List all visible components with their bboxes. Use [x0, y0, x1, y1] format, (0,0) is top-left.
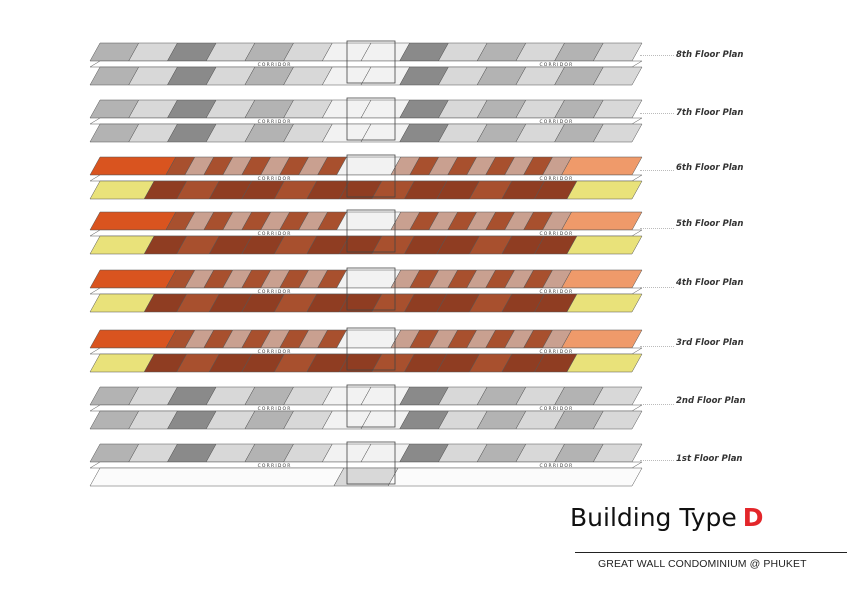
building-type-text: Building Type [570, 503, 737, 532]
stair-core-outline [346, 441, 396, 485]
corridor-label: CORRIDOR [539, 406, 573, 412]
corridor-label: CORRIDOR [539, 231, 573, 237]
unit-block [89, 269, 177, 289]
project-subtitle: GREAT WALL CONDOMINIUM @ PHUKET [598, 558, 807, 570]
floor-plan-2: CORRIDOR CORRIDOR [89, 384, 643, 430]
stair-core-outline [346, 154, 396, 198]
corridor-label: CORRIDOR [258, 119, 292, 125]
building-type-letter: D [742, 503, 764, 532]
floor-label-1st: 1st Floor Plan [676, 454, 743, 464]
unit-block [566, 293, 643, 313]
leader-line [640, 404, 674, 405]
floor-label-7th: 7th Floor Plan [676, 108, 744, 118]
unit-block [333, 467, 399, 487]
leader-line [640, 287, 674, 288]
corridor-label: CORRIDOR [539, 463, 573, 469]
unit-block [89, 293, 155, 313]
stair-core-outline [346, 327, 396, 371]
corridor-label: CORRIDOR [258, 349, 292, 355]
unit-block [89, 156, 177, 176]
unit-block [566, 235, 643, 255]
corridor-label: CORRIDOR [258, 231, 292, 237]
unit-block [89, 329, 177, 349]
unit-block [566, 180, 643, 200]
unit-block [336, 269, 402, 289]
floor-plan-5: CORRIDOR CORRIDOR [89, 209, 643, 255]
floor-plan-6: CORRIDOR CORRIDOR [89, 154, 643, 200]
leader-line [640, 55, 674, 56]
floor-plan-4: CORRIDOR CORRIDOR [89, 267, 643, 313]
corridor-label: CORRIDOR [539, 119, 573, 125]
corridor-label: CORRIDOR [258, 289, 292, 295]
corridor-label: CORRIDOR [258, 62, 292, 68]
corridor-label: CORRIDOR [539, 349, 573, 355]
unit-block [336, 211, 402, 231]
unit-block [387, 467, 643, 487]
unit-block [89, 211, 177, 231]
leader-line [640, 113, 674, 114]
stair-core-outline [346, 384, 396, 428]
corridor-label: CORRIDOR [539, 176, 573, 182]
building-type-title: Building Type D [570, 503, 764, 532]
unit-block [592, 66, 643, 86]
unit-block [336, 156, 402, 176]
corridor-label: CORRIDOR [258, 176, 292, 182]
floor-label-6th: 6th Floor Plan [676, 163, 744, 173]
unit-block [561, 329, 643, 349]
unit-block [592, 410, 643, 430]
unit-block [89, 353, 155, 373]
corridor-label: CORRIDOR [258, 406, 292, 412]
floor-label-3rd: 3rd Floor Plan [676, 338, 744, 348]
floor-label-8th: 8th Floor Plan [676, 50, 744, 60]
floor-plan-3: CORRIDOR CORRIDOR [89, 327, 643, 373]
unit-block [561, 156, 643, 176]
leader-line [640, 228, 674, 229]
floor-label-2nd: 2nd Floor Plan [676, 396, 746, 406]
floor-plan-7: CORRIDOR CORRIDOR [89, 97, 643, 143]
floor-plan-8: CORRIDOR CORRIDOR [89, 40, 643, 86]
title-divider [575, 552, 847, 553]
leader-line [640, 170, 674, 171]
unit-block [592, 123, 643, 143]
stair-core-outline [346, 40, 396, 84]
unit-block [561, 269, 643, 289]
leader-line [640, 460, 674, 461]
stair-core-outline [346, 209, 396, 253]
unit-block [89, 235, 155, 255]
floor-plan-1: CORRIDOR CORRIDOR [89, 441, 643, 487]
unit-block [566, 353, 643, 373]
stair-core-outline [346, 97, 396, 141]
corridor-label: CORRIDOR [258, 463, 292, 469]
unit-block [336, 329, 402, 349]
leader-line [640, 346, 674, 347]
stair-core-outline [346, 267, 396, 311]
unit-block [89, 180, 155, 200]
floor-label-4th: 4th Floor Plan [676, 278, 744, 288]
unit-block [561, 211, 643, 231]
floor-label-5th: 5th Floor Plan [676, 219, 744, 229]
unit-block [89, 467, 345, 487]
corridor-label: CORRIDOR [539, 62, 573, 68]
corridor-label: CORRIDOR [539, 289, 573, 295]
